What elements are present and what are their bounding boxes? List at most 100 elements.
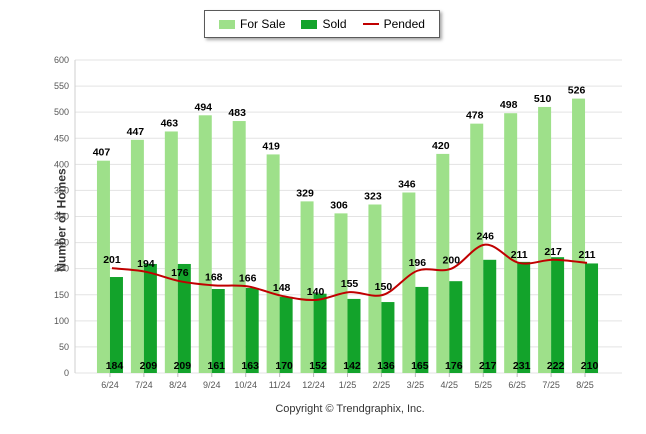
data-label-for-sale: 420 — [432, 140, 450, 152]
data-label-pended: 194 — [137, 258, 155, 270]
data-label-for-sale: 447 — [127, 126, 145, 138]
bar-for-sale — [96, 160, 110, 373]
bar-for-sale — [198, 115, 212, 374]
bar-sold — [347, 298, 361, 373]
y-tick-label: 400 — [54, 159, 69, 169]
x-tick-label: 9/24 — [203, 380, 221, 390]
data-label-pended: 211 — [511, 249, 528, 261]
data-label-for-sale: 463 — [161, 117, 179, 129]
bar-sold — [279, 296, 293, 373]
bar-for-sale — [232, 121, 246, 373]
copyright-text: Copyright © Trendgraphix, Inc. — [275, 403, 425, 415]
bar-for-sale — [300, 201, 314, 373]
data-label-for-sale: 494 — [195, 101, 213, 113]
data-label-for-sale: 526 — [568, 85, 586, 97]
data-label-for-sale: 498 — [500, 99, 518, 111]
x-tick-label: 12/24 — [302, 380, 325, 390]
bar-sold — [245, 287, 259, 373]
data-label-pended: 200 — [443, 255, 461, 267]
x-tick-label: 7/24 — [135, 380, 153, 390]
bar-sold — [483, 259, 497, 373]
data-label-pended: 140 — [307, 286, 325, 298]
data-label-pended: 168 — [205, 271, 223, 283]
legend-swatch-pended — [362, 23, 379, 25]
y-tick-label: 450 — [54, 133, 69, 143]
bar-for-sale — [368, 204, 382, 373]
bar-sold — [109, 277, 123, 373]
data-label-for-sale: 329 — [296, 187, 314, 199]
bar-for-sale — [164, 131, 178, 373]
data-label-sold: 136 — [377, 360, 395, 372]
bar-for-sale — [130, 139, 144, 373]
y-tick-label: 200 — [54, 264, 69, 274]
y-tick-label: 250 — [54, 238, 69, 248]
y-tick-label: 500 — [54, 107, 69, 117]
bar-sold — [415, 286, 429, 373]
legend-item-for-sale[interactable]: For Sale — [219, 17, 285, 31]
bar-sold — [211, 289, 225, 373]
data-label-sold: 165 — [411, 360, 429, 372]
data-label-sold: 163 — [241, 360, 259, 372]
data-label-sold: 142 — [343, 360, 361, 372]
data-label-pended: 166 — [239, 272, 257, 284]
x-tick-label: 11/24 — [269, 380, 291, 390]
x-tick-label: 7/25 — [542, 380, 560, 390]
data-label-sold: 161 — [208, 360, 226, 372]
bar-sold — [449, 281, 463, 373]
data-label-pended: 148 — [273, 282, 291, 294]
x-tick-label: 8/24 — [169, 380, 187, 390]
y-tick-label: 0 — [64, 368, 69, 378]
bar-for-sale — [402, 192, 416, 373]
data-label-pended: 155 — [341, 278, 359, 290]
data-label-sold: 176 — [445, 360, 463, 372]
data-label-sold: 152 — [309, 360, 327, 372]
data-label-sold: 210 — [581, 360, 599, 372]
x-tick-label: 3/25 — [407, 380, 425, 390]
y-tick-label: 600 — [54, 55, 69, 65]
x-tick-label: 6/24 — [101, 380, 119, 390]
data-label-pended: 246 — [476, 231, 494, 243]
data-label-sold: 209 — [140, 360, 158, 372]
data-label-pended: 217 — [544, 246, 562, 258]
line-pended — [111, 243, 588, 302]
bar-sold — [143, 263, 157, 373]
legend-item-sold[interactable]: Sold — [301, 17, 347, 31]
data-label-for-sale: 306 — [330, 199, 348, 211]
data-label-for-sale: 323 — [364, 191, 382, 203]
legend-label-for-sale: For Sale — [240, 17, 286, 31]
x-tick-label: 10/24 — [234, 380, 257, 390]
bar-sold — [381, 302, 395, 373]
data-label-for-sale: 478 — [466, 110, 484, 122]
legend-item-pended[interactable]: Pended — [362, 17, 425, 31]
x-tick-label: 6/25 — [508, 380, 526, 390]
data-label-sold: 217 — [479, 360, 497, 372]
bar-sold — [551, 257, 565, 373]
x-tick-label: 1/25 — [339, 380, 357, 390]
y-tick-label: 550 — [54, 81, 69, 91]
bar-sold — [517, 261, 531, 373]
x-tick-label: 5/25 — [474, 380, 492, 390]
legend-label-pended: Pended — [383, 17, 425, 31]
y-tick-label: 300 — [54, 212, 69, 222]
bar-sold — [177, 263, 191, 373]
bar-sold — [585, 263, 599, 373]
data-label-sold: 222 — [547, 360, 565, 372]
data-label-pended: 211 — [579, 249, 596, 261]
data-label-for-sale: 419 — [262, 140, 280, 152]
bar-for-sale — [504, 113, 518, 374]
data-label-pended: 176 — [171, 267, 189, 279]
x-tick-label: 4/25 — [441, 380, 459, 390]
x-tick-label: 2/25 — [373, 380, 391, 390]
data-label-for-sale: 510 — [534, 93, 552, 105]
y-tick-label: 100 — [54, 316, 69, 326]
bar-for-sale — [266, 154, 280, 373]
x-tick-label: 8/25 — [576, 380, 594, 390]
data-label-sold: 209 — [174, 360, 192, 372]
data-label-pended: 201 — [103, 254, 121, 266]
bar-for-sale — [538, 106, 552, 373]
data-label-for-sale: 483 — [228, 107, 246, 119]
data-label-pended: 196 — [409, 257, 427, 269]
data-label-for-sale: 346 — [398, 179, 416, 191]
chart-legend: For Sale Sold Pended — [204, 10, 440, 38]
y-tick-label: 150 — [54, 290, 69, 300]
